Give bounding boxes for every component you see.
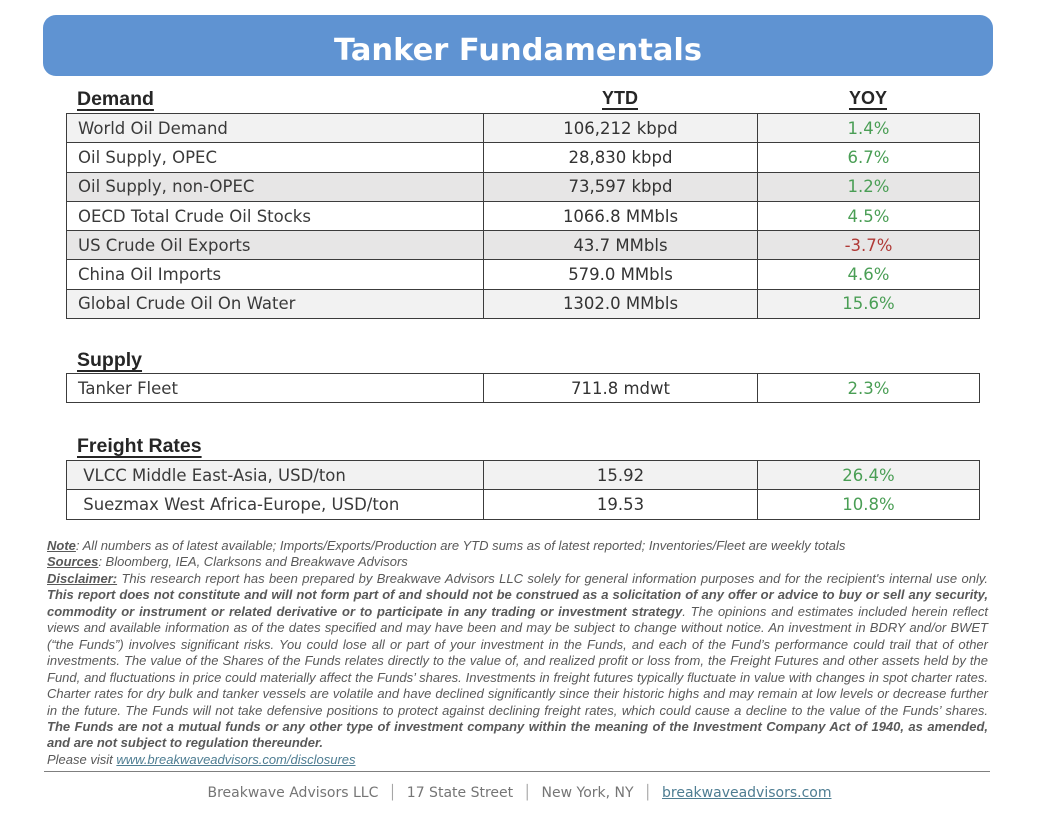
- disclaimer-text: . The opinions and estimates included he…: [47, 603, 988, 718]
- ytd-value: 73,597 kbpd: [483, 171, 758, 202]
- notes-block: Note: All numbers as of latest available…: [47, 538, 988, 768]
- table-row: US Crude Oil Exports 43.7 MMbls -3.7%: [66, 230, 980, 261]
- footer-separator: │: [523, 785, 532, 801]
- visit-line: Please visit www.breakwaveadvisors.com/d…: [47, 752, 988, 768]
- supply-header-row: Supply: [66, 349, 979, 372]
- row-label: World Oil Demand: [66, 112, 484, 144]
- demand-table: World Oil Demand 106,212 kbpd 1.4% Oil S…: [66, 112, 980, 320]
- ytd-value: 711.8 mdwt: [483, 372, 758, 404]
- ytd-value: 43.7 MMbls: [483, 230, 758, 261]
- row-label: Tanker Fleet: [66, 372, 484, 404]
- row-label: VLCC Middle East-Asia, USD/ton: [66, 459, 484, 491]
- footer-separator: │: [388, 785, 397, 801]
- ytd-value: 1066.8 MMbls: [483, 200, 758, 232]
- sources-label: Sources: [47, 554, 99, 570]
- section-heading-demand: Demand: [77, 88, 154, 110]
- footer-address: 17 State Street: [406, 785, 514, 801]
- footer: Breakwave Advisors LLC │ 17 State Street │ N…: [0, 785, 1039, 801]
- ytd-value: 106,212 kbpd: [483, 112, 758, 144]
- ytd-value: 28,830 kbpd: [483, 142, 758, 173]
- footer-divider: [44, 771, 990, 772]
- yoy-value: 4.6%: [757, 259, 980, 290]
- disclaimer-label: Disclaimer:: [47, 570, 118, 586]
- ytd-value: 19.53: [483, 489, 758, 520]
- table-row: VLCC Middle East-Asia, USD/ton 15.92 26.…: [66, 459, 980, 491]
- disclaimer-bold-text: The Funds are not a mutual funds or any …: [47, 718, 988, 751]
- freight-header-row: Freight Rates: [66, 435, 979, 458]
- yoy-value: 4.5%: [757, 200, 980, 232]
- footer-separator: │: [643, 785, 653, 801]
- table-row: Tanker Fleet 711.8 mdwt 2.3%: [66, 372, 980, 404]
- yoy-value: 6.7%: [757, 142, 980, 173]
- ytd-value: 579.0 MMbls: [483, 259, 758, 290]
- row-label: Oil Supply, non-OPEC: [66, 171, 484, 202]
- yoy-value: 15.6%: [757, 288, 980, 320]
- note-line: Note: All numbers as of latest available…: [47, 538, 988, 554]
- disclosures-link[interactable]: www.breakwaveadvisors.com/disclosures: [116, 751, 356, 767]
- row-label: Global Crude Oil On Water: [66, 288, 484, 320]
- row-label: OECD Total Crude Oil Stocks: [66, 200, 484, 232]
- ytd-value: 1302.0 MMbls: [483, 288, 758, 320]
- section-heading-freight-rates: Freight Rates: [77, 435, 202, 457]
- note-text: : All numbers as of latest available; Im…: [75, 538, 846, 553]
- footer-website-link[interactable]: breakwaveadvisors.com: [662, 785, 832, 801]
- disclaimer-text: This research report has been prepared b…: [117, 570, 988, 586]
- yoy-value: 1.2%: [757, 171, 980, 202]
- row-label: China Oil Imports: [66, 259, 484, 290]
- table-row: OECD Total Crude Oil Stocks 1066.8 MMbls…: [66, 200, 980, 232]
- footer-city: New York, NY: [541, 785, 634, 801]
- disclaimer-bold-text: This report does not constitute and will…: [47, 587, 988, 619]
- table-row: Oil Supply, OPEC 28,830 kbpd 6.7%: [66, 142, 980, 173]
- freight-rates-table: VLCC Middle East-Asia, USD/ton 15.92 26.…: [66, 459, 980, 520]
- row-label: Oil Supply, OPEC: [66, 142, 484, 173]
- note-label: Note: [47, 538, 76, 553]
- column-header-ytd: YTD: [602, 88, 638, 108]
- row-label: US Crude Oil Exports: [66, 230, 484, 261]
- supply-table: Tanker Fleet 711.8 mdwt 2.3%: [66, 372, 980, 404]
- table-row: World Oil Demand 106,212 kbpd 1.4%: [66, 112, 980, 144]
- yoy-value: -3.7%: [757, 230, 980, 261]
- title-banner: Tanker Fundamentals: [43, 15, 993, 76]
- table-row: Global Crude Oil On Water 1302.0 MMbls 1…: [66, 288, 980, 320]
- sources-line: Sources: Bloomberg, IEA, Clarksons and B…: [47, 554, 988, 570]
- yoy-value: 26.4%: [757, 459, 980, 491]
- ytd-value: 15.92: [483, 459, 758, 491]
- table-row: Suezmax West Africa-Europe, USD/ton 19.5…: [66, 489, 980, 520]
- sources-text: : Bloomberg, IEA, Clarksons and Breakwav…: [98, 554, 408, 570]
- section-heading-supply: Supply: [77, 349, 143, 371]
- visit-text: Please visit: [47, 751, 117, 767]
- table-row: China Oil Imports 579.0 MMbls 4.6%: [66, 259, 980, 290]
- yoy-value: 2.3%: [757, 372, 980, 404]
- yoy-value: 10.8%: [757, 489, 980, 520]
- yoy-value: 1.4%: [757, 112, 980, 144]
- table-row: Oil Supply, non-OPEC 73,597 kbpd 1.2%: [66, 171, 980, 202]
- page-title: Tanker Fundamentals: [333, 33, 703, 69]
- footer-company: Breakwave Advisors LLC: [207, 785, 379, 801]
- disclaimer-paragraph: Disclaimer: This research report has bee…: [47, 571, 988, 752]
- column-header-yoy: YOY: [848, 88, 887, 108]
- row-label: Suezmax West Africa-Europe, USD/ton: [66, 489, 484, 520]
- demand-header-row: Demand YTD YOY: [66, 88, 979, 111]
